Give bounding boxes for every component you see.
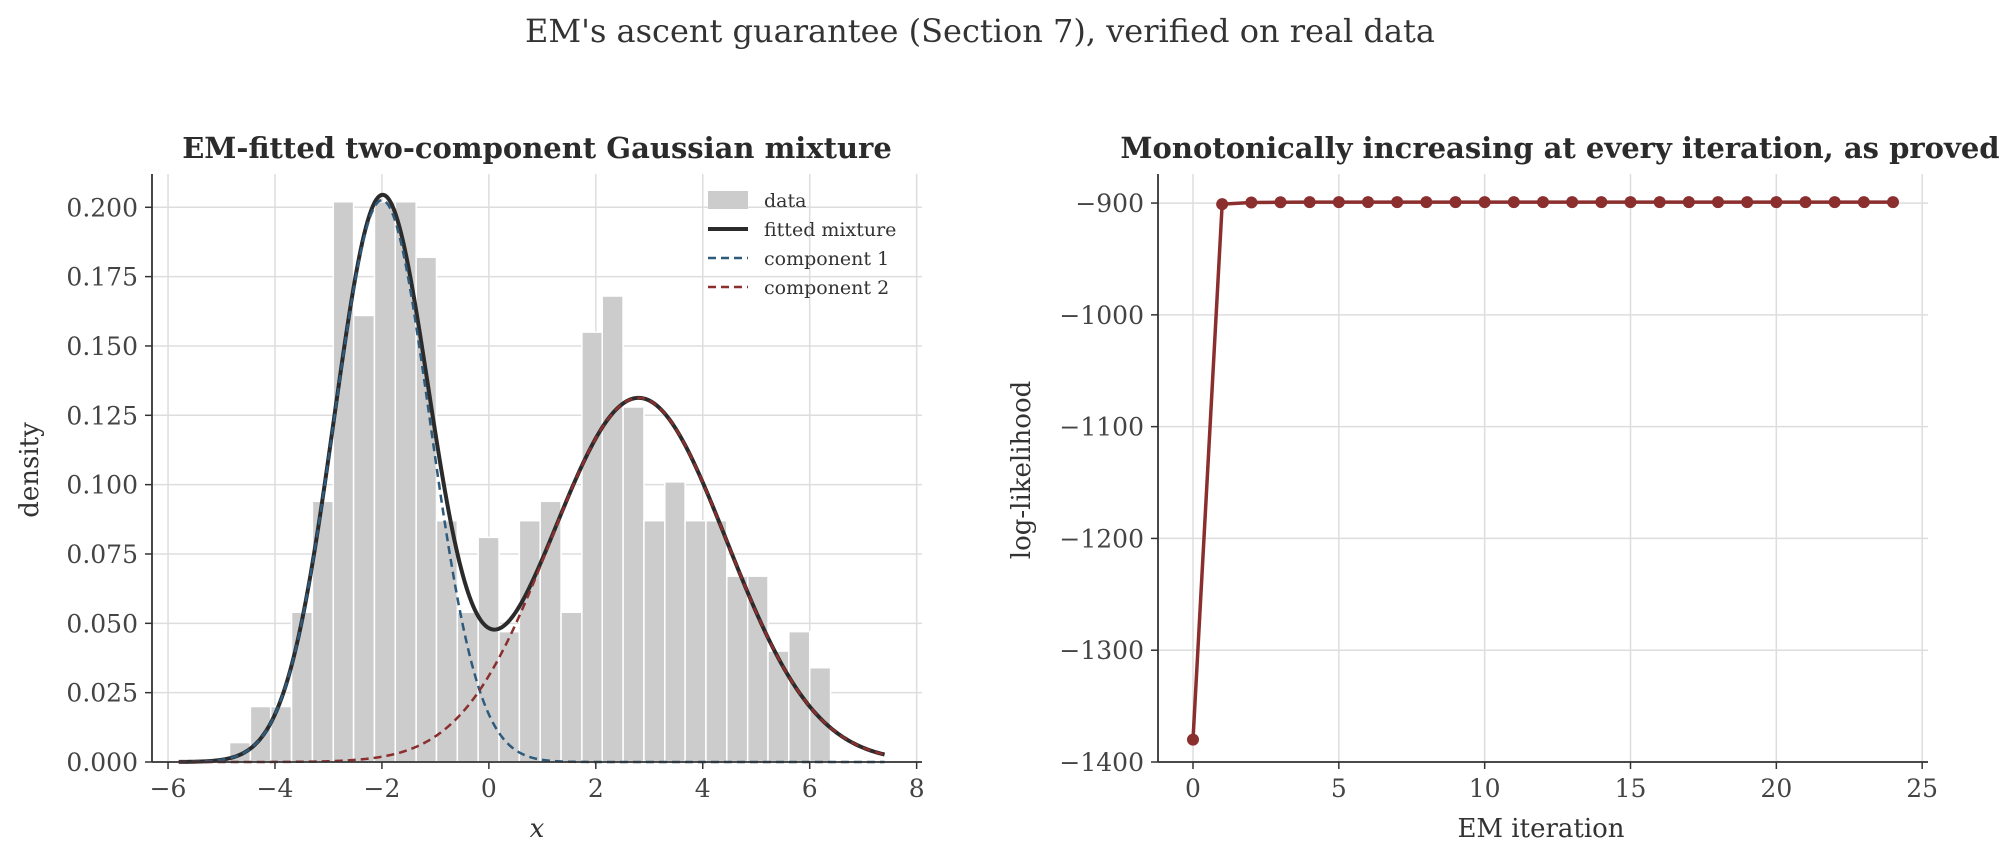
left-y-tick-label: 0.000 bbox=[66, 748, 138, 777]
right-x-axis-label: EM iteration bbox=[1457, 814, 1624, 844]
histogram-bar bbox=[601, 295, 624, 763]
right-x-tick-label: 10 bbox=[1469, 774, 1501, 803]
loglik-point bbox=[1828, 196, 1841, 209]
loglik-point bbox=[1274, 196, 1287, 209]
loglik-point bbox=[1478, 196, 1491, 209]
loglik-point bbox=[1682, 196, 1695, 209]
histogram-bar bbox=[581, 331, 603, 763]
left-x-tick-label: 2 bbox=[588, 774, 604, 803]
histogram-bar bbox=[332, 200, 355, 763]
histogram-bar bbox=[518, 519, 541, 763]
histogram-bar bbox=[435, 519, 459, 763]
histogram-bar bbox=[290, 611, 314, 763]
right-grid bbox=[1158, 174, 1928, 763]
histogram-bar bbox=[560, 611, 583, 763]
left-axes bbox=[151, 174, 922, 763]
loglik-point bbox=[1187, 733, 1199, 746]
loglik-point bbox=[1507, 196, 1520, 209]
loglik-point bbox=[1624, 196, 1637, 209]
left-x-tick-label: −2 bbox=[364, 774, 401, 803]
loglik-point bbox=[1332, 196, 1345, 209]
loglik-point bbox=[1653, 196, 1666, 209]
loglik-point bbox=[1857, 196, 1870, 209]
histogram-bar bbox=[808, 666, 832, 763]
histogram-bar bbox=[726, 575, 749, 763]
histogram-bar bbox=[705, 519, 728, 763]
legend: data fitted mixture component 1 componen… bbox=[708, 190, 896, 299]
histogram-bar bbox=[643, 519, 666, 763]
loglik-point bbox=[1216, 198, 1229, 211]
loglik-point bbox=[1391, 196, 1404, 209]
loglik-point bbox=[1770, 196, 1783, 209]
left-x-tick-label: 8 bbox=[909, 774, 925, 803]
legend-label-data: data bbox=[764, 190, 806, 212]
loglik-line bbox=[1191, 200, 1893, 740]
left-x-axis-label: x bbox=[530, 814, 545, 844]
left-x-tick-label: 6 bbox=[802, 774, 818, 803]
right-x-tick-label: 15 bbox=[1615, 774, 1647, 803]
loglik-point bbox=[1595, 196, 1608, 209]
histogram-bar bbox=[622, 406, 645, 763]
left-x-tick-label: −6 bbox=[150, 774, 187, 803]
loglik-point bbox=[1887, 196, 1899, 209]
loglik-point bbox=[1362, 196, 1374, 209]
legend-label-component-2: component 2 bbox=[764, 277, 889, 299]
loglik-point bbox=[1449, 196, 1462, 209]
right-y-tick-label: −1000 bbox=[1059, 301, 1144, 330]
loglik-point bbox=[1537, 196, 1549, 209]
right-axes bbox=[1157, 174, 1928, 763]
right-y-tick-label: −1200 bbox=[1059, 524, 1144, 553]
loglik-point bbox=[1799, 196, 1812, 209]
left-panel-title: EM-fitted two-component Gaussian mixture bbox=[182, 131, 892, 165]
right-x-tick-label: 25 bbox=[1906, 774, 1938, 803]
left-y-tick-label: 0.025 bbox=[66, 679, 138, 708]
left-x-tick-label: 0 bbox=[481, 774, 497, 803]
histogram-bar bbox=[456, 611, 479, 763]
right-y-tick-label: −900 bbox=[1075, 189, 1144, 218]
histogram-bar bbox=[373, 200, 397, 763]
histogram-bar bbox=[788, 630, 811, 763]
legend-label-component-1: component 1 bbox=[764, 248, 889, 270]
loglik-point bbox=[1245, 196, 1258, 209]
right-x-tick-label: 5 bbox=[1331, 774, 1347, 803]
left-y-tick-label: 0.100 bbox=[66, 471, 138, 500]
right-y-tick-label: −1300 bbox=[1059, 636, 1144, 665]
histogram-bar bbox=[664, 481, 686, 763]
loglik-point bbox=[1712, 196, 1724, 209]
left-panel: −6 −4 −2 0 2 4 6 8 0.000 0.025 0.050 0.075 0.100 0.12… bbox=[15, 131, 925, 844]
loglik-markers bbox=[1187, 196, 1899, 746]
left-y-axis-label: density bbox=[15, 422, 45, 518]
histogram-bar bbox=[352, 314, 376, 763]
right-panel: 0 5 10 15 20 25−900−1000−1100−1200−1300−1400 … bbox=[1007, 131, 2000, 844]
legend-swatch-data bbox=[708, 191, 748, 209]
legend-label-mixture: fitted mixture bbox=[764, 219, 896, 241]
left-y-tick-label: 0.175 bbox=[66, 263, 138, 292]
right-y-axis-label: log-likelihood bbox=[1007, 381, 1037, 560]
loglik-series-line bbox=[1191, 200, 1893, 740]
left-y-tick-label: 0.050 bbox=[66, 609, 138, 638]
loglik-point bbox=[1420, 196, 1433, 209]
left-y-tick-label: 0.200 bbox=[66, 193, 138, 222]
left-y-tick-label: 0.075 bbox=[66, 540, 138, 569]
right-y-tick-label: −1400 bbox=[1059, 748, 1144, 777]
left-ticks: −6 −4 −2 0 2 4 6 8 0.000 0.025 0.050 0.075 0.100 0.12… bbox=[66, 193, 924, 803]
left-x-tick-label: 4 bbox=[695, 774, 711, 803]
right-ticks: 0 5 10 15 20 25 −900 −1000 −1100 −1200 −1300 −1400 bbox=[1059, 189, 1938, 803]
loglik-point bbox=[1303, 196, 1316, 209]
right-x-tick-label: 0 bbox=[1185, 774, 1201, 803]
histogram-bar bbox=[684, 519, 707, 763]
left-x-tick-label: −4 bbox=[257, 774, 294, 803]
loglik-point bbox=[1566, 196, 1579, 209]
left-y-tick-label: 0.125 bbox=[66, 401, 138, 430]
histogram-bar bbox=[249, 705, 272, 763]
right-y-tick-label: −1100 bbox=[1059, 413, 1144, 442]
figure-suptitle: EM's ascent guarantee (Section 7), verif… bbox=[525, 12, 1435, 50]
right-x-tick-label: 20 bbox=[1760, 774, 1792, 803]
right-panel-title: Monotonically increasing at every iterat… bbox=[1120, 131, 1999, 165]
left-y-tick-label: 0.150 bbox=[66, 332, 138, 361]
loglik-point bbox=[1741, 196, 1754, 209]
